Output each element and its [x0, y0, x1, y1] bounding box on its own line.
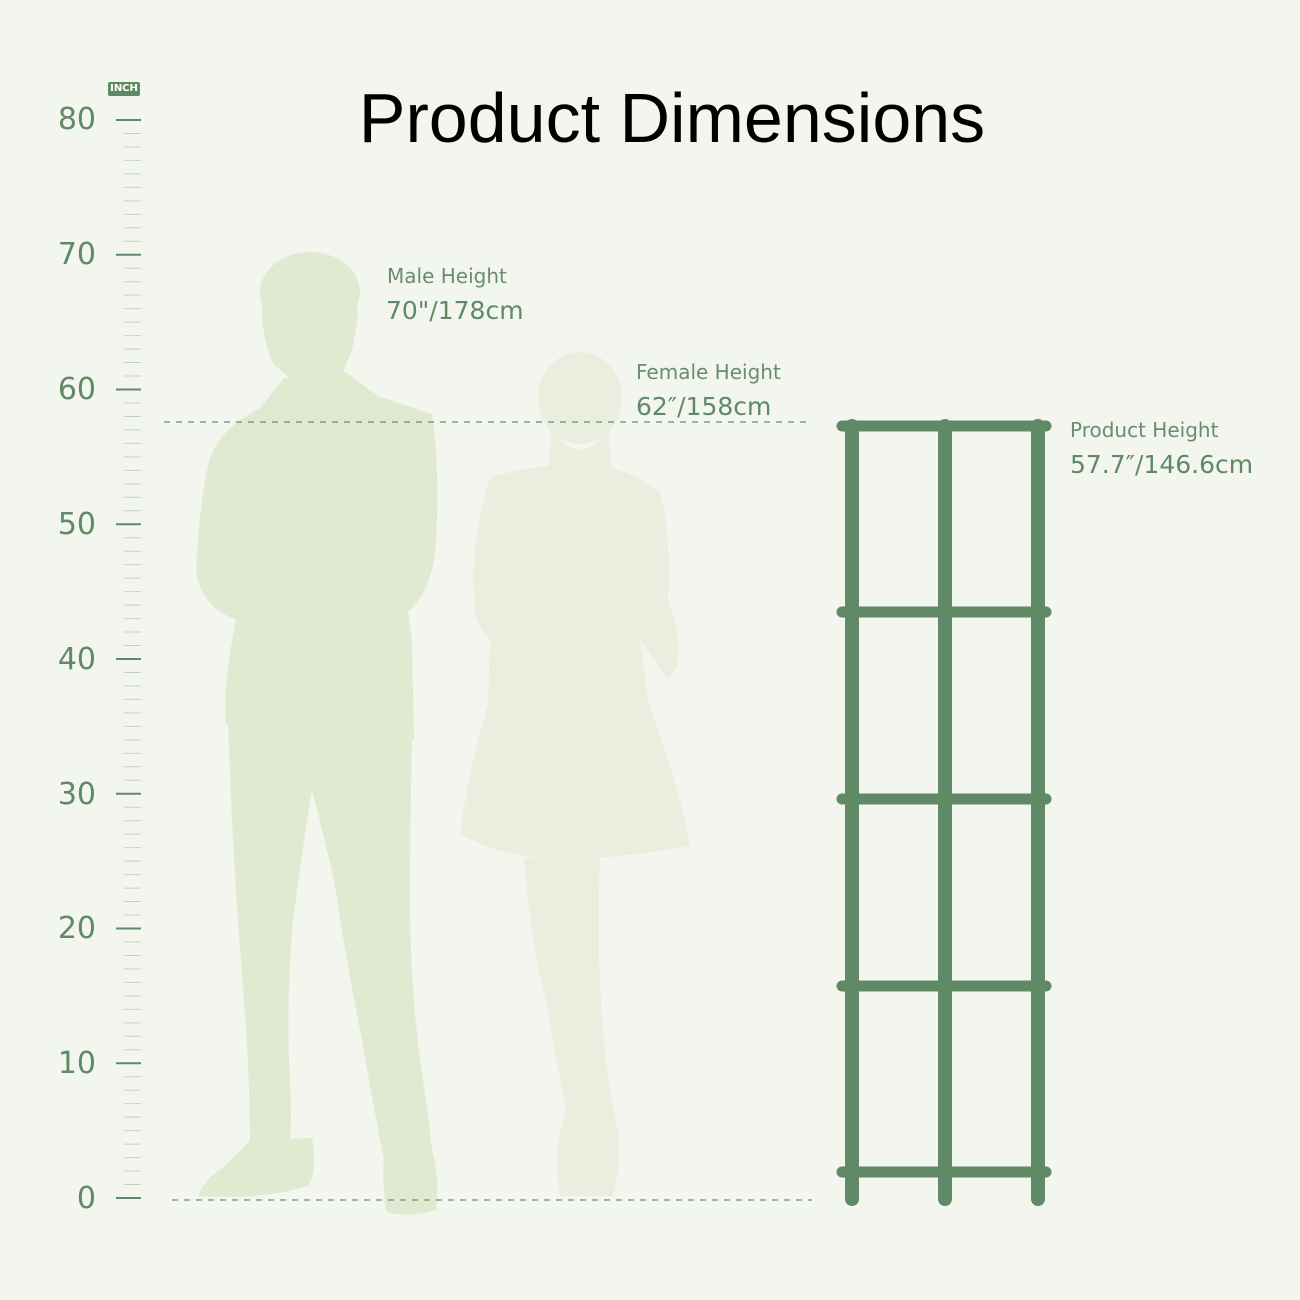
female-height-value: 62″/158cm	[636, 392, 772, 421]
male-height-label: Male Height	[387, 264, 507, 288]
female-height-label: Female Height	[636, 360, 781, 384]
product-height-label: Product Height	[1070, 418, 1219, 442]
female-silhouette	[460, 352, 690, 1196]
axis-tick-label: 20	[57, 911, 96, 946]
product-height-value: 57.7″/146.6cm	[1070, 450, 1254, 479]
axis-tick-label: 70	[57, 237, 96, 272]
unit-badge: INCH	[108, 82, 140, 96]
ruler-minor-ticks	[124, 132, 141, 1186]
ruler-major-ticks	[116, 119, 141, 1199]
male-silhouette	[196, 252, 438, 1215]
axis-tick-label: 10	[57, 1046, 96, 1081]
axis-tick-label: 30	[57, 777, 96, 812]
trellis-product	[836, 419, 1052, 1206]
page-title: Product Dimensions	[358, 79, 986, 157]
axis-tick-label: 60	[57, 372, 96, 407]
male-height-value: 70"/178cm	[386, 296, 524, 325]
axis-tick-label: 80	[57, 102, 96, 137]
axis-tick-label: 50	[57, 507, 96, 542]
axis-tick-label: 40	[57, 642, 96, 677]
axis-tick-label: 0	[76, 1181, 96, 1216]
